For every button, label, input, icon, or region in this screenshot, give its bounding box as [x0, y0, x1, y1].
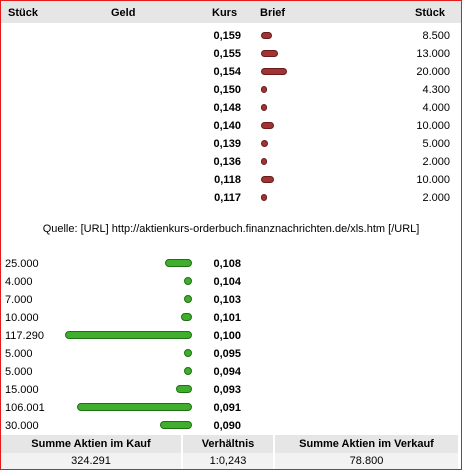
- bid-quantity: 4.000: [5, 276, 33, 288]
- ask-row: 0,155 13.000: [0, 45, 462, 63]
- footer-label-sell: Summe Aktien im Verkauf: [275, 435, 458, 453]
- ask-price: 0,118: [214, 174, 241, 186]
- header-bid-qty: Stück: [8, 7, 38, 19]
- bid-volume-bar: [184, 277, 192, 285]
- header-ask-qty: Stück: [415, 7, 445, 19]
- bid-quantity: 117.290: [5, 330, 44, 342]
- ask-row: 0,139 5.000: [0, 135, 462, 153]
- bid-price: 0,103: [213, 294, 241, 306]
- bid-row: 25.000 0,108: [0, 255, 462, 273]
- ask-quantity: 8.500: [422, 30, 450, 42]
- ask-row: 0,117 2.000: [0, 189, 462, 207]
- bid-volume-bar: [165, 259, 192, 267]
- ask-volume-bar: [261, 104, 267, 111]
- ask-volume-bar: [261, 122, 274, 129]
- ask-volume-bar: [261, 194, 267, 201]
- ask-volume-bar: [261, 176, 274, 183]
- ask-price: 0,140: [213, 120, 241, 132]
- ask-quantity: 13.000: [416, 48, 450, 60]
- ask-row: 0,140 10.000: [0, 117, 462, 135]
- bid-row: 5.000 0,095: [0, 345, 462, 363]
- footer-value-buy: 324.291: [1, 453, 181, 469]
- ask-quantity: 20.000: [416, 66, 450, 78]
- header-kurs: Kurs: [212, 7, 238, 19]
- ask-volume-bar: [261, 86, 267, 93]
- bid-quantity: 25.000: [5, 258, 39, 270]
- bid-volume-bar: [160, 421, 192, 429]
- ask-quantity: 10.000: [416, 120, 450, 132]
- ask-quantity: 4.300: [422, 84, 450, 96]
- ask-quantity: 2.000: [422, 156, 450, 168]
- footer-label-ratio: Verhältnis: [183, 435, 273, 453]
- bid-volume-bar: [184, 349, 192, 357]
- bid-price: 0,093: [213, 384, 241, 396]
- source-line: Quelle: [URL] http://aktienkurs-orderbuc…: [42, 223, 420, 235]
- bid-row: 30.000 0,090: [0, 417, 462, 435]
- ask-row: 0,136 2.000: [0, 153, 462, 171]
- bid-volume-bar: [181, 313, 192, 321]
- ask-volume-bar: [261, 140, 268, 147]
- bid-volume-bar: [65, 331, 192, 339]
- ask-volume-bar: [261, 158, 267, 165]
- ask-volume-bar: [261, 32, 272, 39]
- ask-price: 0,155: [213, 48, 241, 60]
- ask-quantity: 2.000: [422, 192, 450, 204]
- ask-quantity: 4.000: [422, 102, 450, 114]
- bid-row: 4.000 0,104: [0, 273, 462, 291]
- bid-row: 117.290 0,100: [0, 327, 462, 345]
- bid-price: 0,101: [213, 312, 241, 324]
- bid-volume-bar: [176, 385, 192, 393]
- bid-row: 10.000 0,101: [0, 309, 462, 327]
- bid-row: 15.000 0,093: [0, 381, 462, 399]
- bid-volume-bar: [184, 295, 192, 303]
- bid-row: 5.000 0,094: [0, 363, 462, 381]
- bid-row: 7.000 0,103: [0, 291, 462, 309]
- bid-price: 0,100: [213, 330, 241, 342]
- ask-volume-bar: [261, 50, 278, 57]
- ask-volume-bar: [261, 68, 287, 75]
- ask-quantity: 10.000: [416, 174, 450, 186]
- bid-price: 0,095: [213, 348, 241, 360]
- bid-price: 0,108: [213, 258, 241, 270]
- bid-quantity: 106.001: [5, 402, 45, 414]
- header-geld: Geld: [111, 7, 136, 19]
- ask-price: 0,150: [213, 84, 241, 96]
- bid-quantity: 30.000: [5, 420, 39, 432]
- bid-row: 106.001 0,091: [0, 399, 462, 417]
- bid-quantity: 5.000: [5, 348, 33, 360]
- ask-price: 0,148: [213, 102, 241, 114]
- ask-price: 0,139: [213, 138, 241, 150]
- footer-value-sell: 78.800: [275, 453, 458, 469]
- bid-volume-bar: [77, 403, 192, 411]
- bid-quantity: 15.000: [5, 384, 39, 396]
- bid-price: 0,094: [213, 366, 241, 378]
- orderbook-header: Stück Geld Kurs Brief Stück: [1, 1, 461, 23]
- ask-price: 0,159: [213, 30, 241, 42]
- ask-quantity: 5.000: [422, 138, 450, 150]
- header-brief: Brief: [260, 7, 286, 19]
- footer-value-ratio: 1:0,243: [183, 453, 273, 469]
- ask-price: 0,154: [213, 66, 241, 78]
- ask-price: 0,117: [214, 192, 241, 204]
- ask-row: 0,154 20.000: [0, 63, 462, 81]
- bid-quantity: 7.000: [5, 294, 33, 306]
- ask-row: 0,159 8.500: [0, 27, 462, 45]
- ask-row: 0,148 4.000: [0, 99, 462, 117]
- bid-price: 0,091: [213, 402, 241, 414]
- bid-price: 0,104: [213, 276, 241, 288]
- bid-price: 0,090: [213, 420, 241, 432]
- bid-quantity: 5.000: [5, 366, 33, 378]
- ask-price: 0,136: [213, 156, 241, 168]
- footer-label-buy: Summe Aktien im Kauf: [1, 435, 181, 453]
- bid-volume-bar: [184, 367, 192, 375]
- bid-quantity: 10.000: [5, 312, 39, 324]
- ask-row: 0,118 10.000: [0, 171, 462, 189]
- ask-row: 0,150 4.300: [0, 81, 462, 99]
